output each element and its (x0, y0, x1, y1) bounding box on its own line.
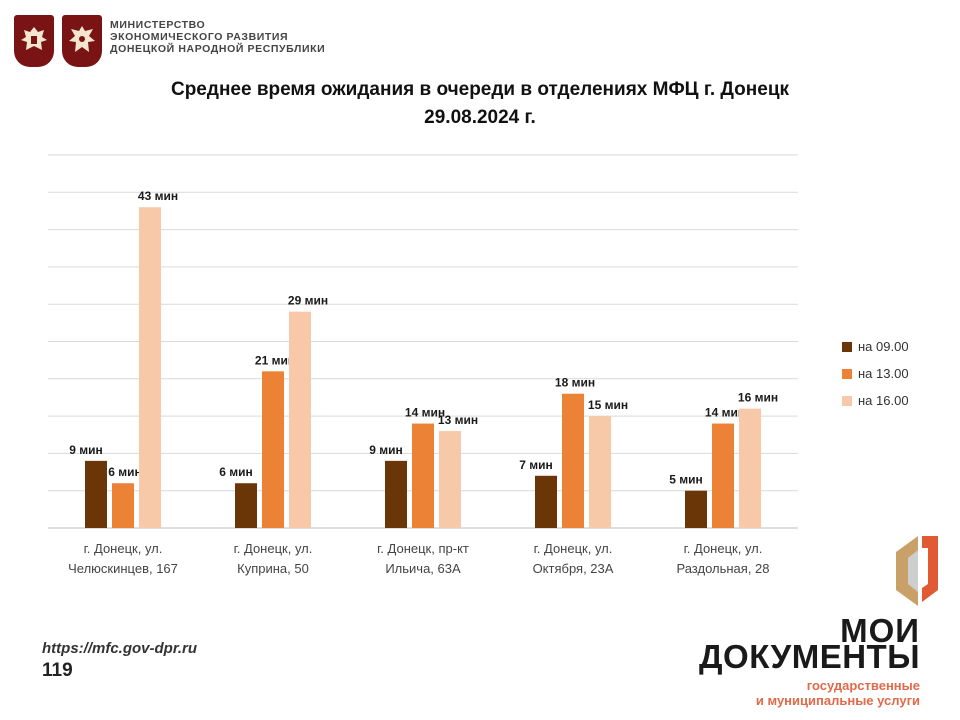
coat-of-arms-icon (14, 15, 54, 67)
bar-3 (589, 416, 611, 528)
bar-2 (412, 423, 434, 528)
bar-value-label: 18 мин (555, 376, 595, 390)
brand-tagline-line1: государственные (806, 678, 920, 693)
bar-value-label: 9 мин (69, 443, 103, 457)
ministry-name: МИНИСТЕРСТВО ЭКОНОМИЧЕСКОГО РАЗВИТИЯ ДОН… (110, 19, 325, 55)
x-tick-label: Челюскинцев, 167 (68, 561, 178, 576)
bar-value-label: 14 мин (405, 406, 445, 420)
bar-1 (85, 460, 107, 528)
bar-1 (535, 475, 557, 528)
bar-value-label: 5 мин (669, 473, 703, 487)
bar-value-label: 9 мин (369, 443, 403, 457)
bar-2 (112, 483, 134, 528)
x-tick-label: Раздольная, 28 (676, 561, 769, 576)
brand-tagline: государственные и муниципальные услуги (756, 678, 920, 708)
x-tick-label: г. Донецк, пр-кт (377, 541, 469, 556)
x-tick-label: Куприна, 50 (237, 561, 309, 576)
chart-legend: на 09.00 на 13.00 на 16.00 (842, 333, 909, 414)
chart-title-line2: 29.08.2024 г. (424, 107, 536, 128)
legend-item: на 13.00 (842, 360, 909, 387)
bar-1 (385, 460, 407, 528)
chart-title-line1: Среднее время ожидания в очереди в отдел… (170, 79, 790, 100)
legend-label: на 16.00 (858, 393, 909, 408)
brand-name-line1: МОИ (840, 612, 920, 649)
bar-value-label: 16 мин (738, 391, 778, 405)
bar-3 (139, 207, 161, 528)
x-tick-label: Ильича, 63А (385, 561, 461, 576)
bar-value-label: 29 мин (288, 294, 328, 308)
x-tick-label: г. Донецк, ул. (534, 541, 613, 556)
x-tick-label: г. Донецк, ул. (84, 541, 163, 556)
brand-name-line2: ДОКУМЕНТЫ (699, 638, 920, 675)
legend-label: на 09.00 (858, 339, 909, 354)
bar-value-label: 14 мин (705, 406, 745, 420)
bar-value-label: 43 мин (138, 189, 178, 203)
ministry-line: ДОНЕЦКОЙ НАРОДНОЙ РЕСПУБЛИКИ (110, 43, 326, 55)
ministry-line: МИНИСТЕРСТВО (110, 19, 206, 31)
mfc-logo-icon (896, 536, 938, 606)
bar-1 (685, 490, 707, 528)
x-tick-label: Октября, 23А (533, 561, 614, 576)
legend-swatch-series1 (842, 341, 852, 352)
x-tick-label: г. Донецк, ул. (684, 541, 763, 556)
brand-tagline-line2: и муниципальные услуги (755, 693, 920, 708)
legend-item: на 16.00 (842, 387, 909, 414)
ministry-line: ЭКОНОМИЧЕСКОГО РАЗВИТИЯ (110, 31, 289, 43)
bar-value-label: 15 мин (588, 398, 628, 412)
x-tick-label: г. Донецк, ул. (234, 541, 313, 556)
bar-1 (235, 483, 257, 528)
bar-3 (439, 431, 461, 528)
bar-2 (262, 371, 284, 528)
bar-value-label: 6 мин (108, 465, 142, 479)
page-number: 119 (42, 660, 73, 681)
bar-2 (712, 423, 734, 528)
bar-3 (289, 311, 311, 528)
legend-label: на 13.00 (858, 366, 909, 381)
legend-item: на 09.00 (842, 333, 909, 360)
bar-3 (739, 408, 761, 528)
bar-2 (562, 393, 584, 528)
bar-value-label: 13 мин (438, 413, 478, 427)
ministry-emblem-icon (62, 15, 102, 67)
bar-value-label: 21 мин (255, 353, 295, 367)
bar-value-label: 7 мин (519, 458, 553, 472)
legend-swatch-series2 (842, 368, 852, 379)
bar-value-label: 6 мин (219, 465, 253, 479)
legend-swatch-series3 (842, 395, 852, 406)
chart-title: Среднее время ожидания в очереди в отдел… (0, 76, 960, 132)
website-link[interactable]: https://mfc.gov-dpr.ru (42, 640, 197, 657)
